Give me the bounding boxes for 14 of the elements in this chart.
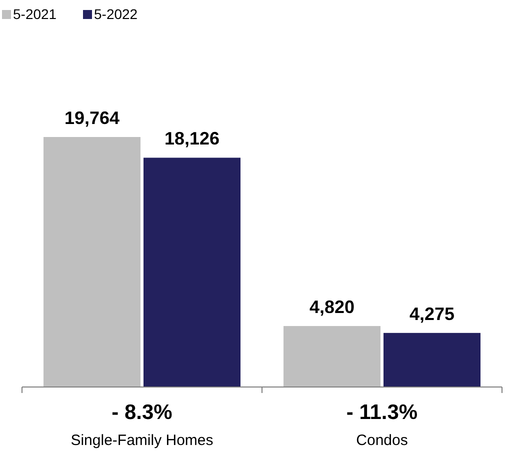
data-label: 18,126	[164, 128, 220, 149]
data-label: 4,820	[309, 297, 355, 318]
text: - 8.3%	[112, 401, 173, 424]
data-label: 19,764	[64, 108, 120, 128]
bar	[44, 137, 140, 387]
legend-label: 5-2022	[94, 6, 138, 22]
x-tick-label: Single-Family Homes	[70, 432, 214, 449]
bar	[144, 158, 240, 387]
data-label: 4,275	[409, 304, 455, 324]
legend-label: 5-2021	[13, 6, 57, 22]
text: - 11.3%	[346, 401, 418, 424]
bar	[284, 326, 380, 387]
bar	[384, 332, 480, 387]
x-tick-label: Condos	[356, 432, 408, 449]
